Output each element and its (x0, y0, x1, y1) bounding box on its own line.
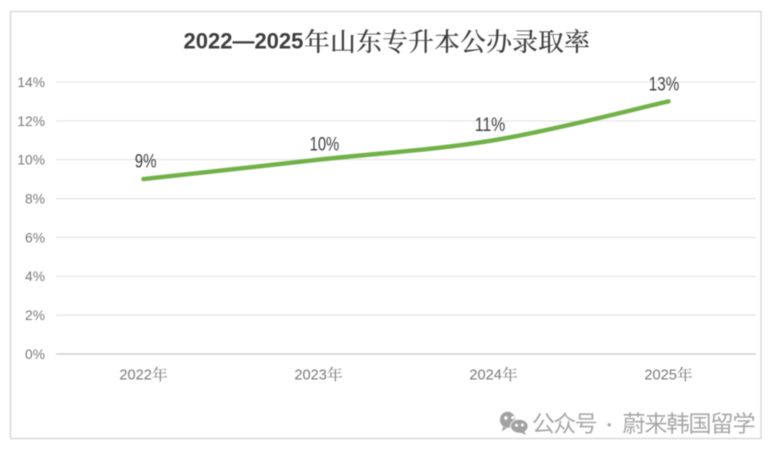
svg-text:11%: 11% (475, 115, 506, 136)
svg-text:14%: 14% (17, 75, 45, 90)
svg-text:0%: 0% (25, 347, 45, 362)
svg-text:10%: 10% (17, 153, 45, 168)
svg-text:9%: 9% (135, 152, 157, 173)
svg-text:12%: 12% (17, 114, 45, 129)
svg-text:2023: 2023 (294, 368, 326, 384)
svg-text:13%: 13% (649, 74, 679, 95)
svg-text:4%: 4% (25, 269, 45, 284)
svg-text:8%: 8% (25, 192, 45, 207)
svg-text:2022: 2022 (119, 368, 151, 384)
svg-text:2024: 2024 (469, 368, 501, 384)
svg-text:6%: 6% (25, 230, 45, 245)
svg-text:10%: 10% (310, 135, 340, 156)
svg-text:2022—2025: 2022—2025 (184, 28, 304, 53)
svg-text:2%: 2% (25, 308, 45, 323)
svg-text:2025: 2025 (644, 368, 676, 384)
